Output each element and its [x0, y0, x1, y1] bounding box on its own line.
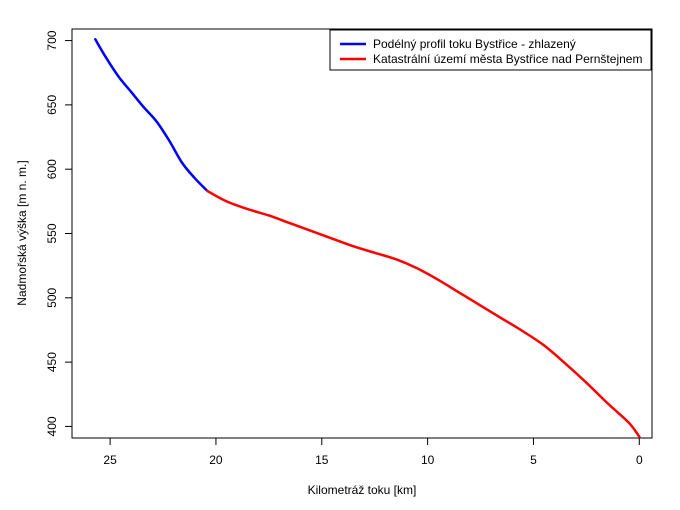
y-tick-label: 450: [45, 352, 59, 372]
series-layer: [94, 38, 641, 438]
y-axis-label: Nadmořská výška [m n. m.]: [15, 160, 29, 305]
y-axis: 400 450 500 550 600 650 700: [45, 30, 72, 436]
series-line-cadastral: [206, 189, 641, 438]
x-axis: 25 20 15 10 5 0: [103, 438, 643, 467]
legend-label-cadastral: Katastrální území města Bystřice nad Per…: [373, 52, 642, 66]
plot-frame: [71, 28, 653, 439]
y-tick-label: 550: [45, 223, 59, 243]
series-line-profile: [94, 38, 209, 193]
legend-box: [329, 29, 652, 71]
x-tick-label: 15: [315, 453, 329, 467]
y-tick-label: 500: [45, 287, 59, 307]
x-tick-label: 10: [421, 453, 435, 467]
legend: Podélný profil toku Bystřice - zhlazený …: [329, 29, 652, 71]
x-tick-label: 20: [209, 453, 223, 467]
x-axis-label: Kilometráž toku [km]: [308, 483, 417, 497]
x-tick-label: 0: [636, 453, 643, 467]
legend-label-profile: Podélný profil toku Bystřice - zhlazený: [373, 37, 576, 51]
y-tick-label: 700: [45, 30, 59, 50]
y-tick-label: 650: [45, 95, 59, 115]
x-tick-label: 5: [530, 453, 537, 467]
y-tick-label: 400: [45, 416, 59, 436]
x-tick-label: 25: [103, 453, 117, 467]
y-tick-label: 600: [45, 159, 59, 179]
